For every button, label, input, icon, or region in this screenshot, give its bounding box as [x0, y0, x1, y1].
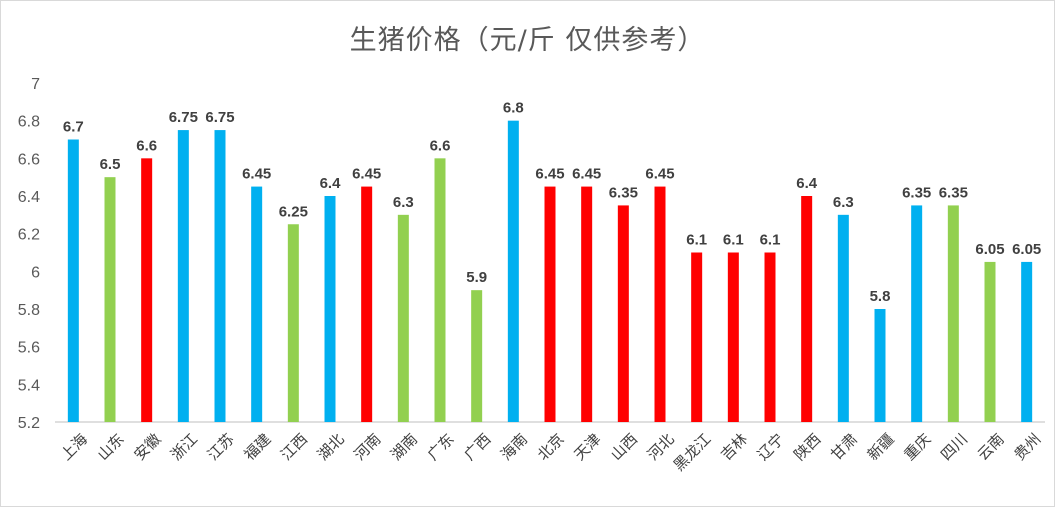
- x-tick-label: 上海: [57, 430, 91, 464]
- bar: [104, 177, 116, 422]
- data-label: 5.9: [466, 269, 487, 286]
- bar: [617, 205, 629, 422]
- bar: [947, 205, 959, 422]
- bar: [544, 186, 556, 422]
- x-tick-label: 重庆: [900, 430, 934, 464]
- bar: [251, 186, 263, 422]
- x-tick-label: 湖南: [387, 430, 421, 464]
- y-tick-label: 7: [31, 76, 40, 93]
- bar: [287, 224, 299, 422]
- x-tick-label: 海南: [497, 430, 531, 464]
- x-tick-label: 江苏: [204, 430, 238, 464]
- x-tick-label: 北京: [534, 430, 568, 464]
- data-label: 6.4: [320, 175, 342, 192]
- bar: [434, 158, 446, 423]
- data-label: 6.6: [430, 137, 451, 154]
- y-tick-label: 6.2: [18, 227, 40, 244]
- x-tick-label: 安徽: [130, 430, 164, 464]
- x-tick-label: 广东: [424, 430, 458, 464]
- data-label: 6.35: [939, 184, 968, 201]
- bar: [1021, 261, 1033, 422]
- data-label: 5.8: [870, 288, 891, 305]
- x-tick-label: 云南: [974, 430, 1008, 464]
- data-label: 6.3: [393, 194, 414, 211]
- data-label: 6.05: [1012, 241, 1041, 258]
- data-label: 6.75: [205, 109, 234, 126]
- y-tick-label: 6.6: [18, 151, 40, 168]
- x-tick-label: 四川: [937, 430, 971, 464]
- data-label: 6.05: [975, 241, 1004, 258]
- x-tick-label: 辽宁: [754, 430, 788, 464]
- bar: [801, 196, 813, 422]
- x-tick-label: 广西: [460, 430, 494, 464]
- data-label: 6.4: [796, 175, 818, 192]
- data-label: 6.6: [136, 137, 157, 154]
- data-label: 6.5: [100, 156, 121, 173]
- data-label: 6.8: [503, 100, 524, 117]
- data-label: 6.3: [833, 194, 854, 211]
- bar: [141, 158, 153, 423]
- x-tick-label: 黑龙江: [670, 430, 715, 475]
- data-label: 6.1: [723, 232, 744, 249]
- chart-title: 生猪价格（元/斤 仅供参考）: [349, 25, 706, 56]
- x-tick-label: 福建: [240, 430, 274, 464]
- data-label: 6.7: [63, 119, 84, 136]
- y-tick-label: 5.4: [18, 377, 40, 394]
- bar: [691, 252, 703, 422]
- bar: [984, 261, 996, 422]
- data-label: 6.35: [609, 184, 638, 201]
- data-label: 6.45: [645, 166, 674, 183]
- bar: [911, 205, 923, 422]
- data-label: 6.45: [535, 166, 564, 183]
- bar: [471, 290, 483, 422]
- y-tick-label: 6.8: [18, 114, 40, 131]
- x-tick-label: 河南: [350, 430, 384, 464]
- bar: [764, 252, 776, 422]
- y-axis: 5.2 5.4 5.6 5.8 6 6.2 6.4 6.6 6.8 7: [18, 76, 40, 432]
- bar: [67, 139, 79, 422]
- y-tick-label: 6: [31, 264, 40, 281]
- bar: [727, 252, 739, 422]
- bar: [214, 130, 226, 423]
- bar: [581, 186, 593, 422]
- y-tick-label: 5.8: [18, 302, 40, 319]
- bar: [177, 130, 189, 423]
- x-tick-label: 山东: [94, 430, 128, 464]
- bars-group: [67, 120, 1033, 423]
- data-labels-group: 6.7 6.5 6.6 6.75 6.75 6.45 6.25 6.4 6.45 6.3 6.6 5.…: [63, 100, 1041, 305]
- x-tick-label: 浙江: [167, 430, 201, 464]
- x-tick-label: 贵州: [1010, 430, 1044, 464]
- x-tick-label: 吉林: [717, 430, 751, 464]
- bar: [654, 186, 666, 422]
- bar: [324, 196, 336, 422]
- x-tick-label: 新疆: [864, 430, 898, 464]
- bar: [361, 186, 373, 422]
- y-tick-label: 5.6: [18, 340, 40, 357]
- data-label: 6.35: [902, 184, 931, 201]
- x-tick-label: 山西: [607, 430, 641, 464]
- x-tick-label: 甘肃: [827, 430, 861, 464]
- y-tick-label: 5.2: [18, 415, 40, 432]
- data-label: 6.25: [279, 203, 308, 220]
- data-label: 6.1: [686, 232, 707, 249]
- x-tick-label: 江西: [277, 430, 311, 464]
- bar: [874, 309, 886, 422]
- bar: [507, 120, 519, 423]
- bar: [397, 214, 409, 422]
- data-label: 6.45: [352, 166, 381, 183]
- data-label: 6.1: [760, 232, 781, 249]
- bar: [837, 214, 849, 422]
- data-label: 6.75: [169, 109, 198, 126]
- data-label: 6.45: [242, 166, 271, 183]
- x-tick-label: 天津: [570, 430, 604, 464]
- x-tick-label: 湖北: [314, 430, 348, 464]
- x-axis: 上海 山东 安徽 浙江 江苏 福建 江西 湖北 河南 湖南 广东 广西 海南 北京 天津 山西 河北黑龙江 吉林辽…: [57, 430, 1044, 475]
- y-tick-label: 6.4: [18, 189, 40, 206]
- data-label: 6.45: [572, 166, 601, 183]
- x-tick-label: 陕西: [790, 430, 824, 464]
